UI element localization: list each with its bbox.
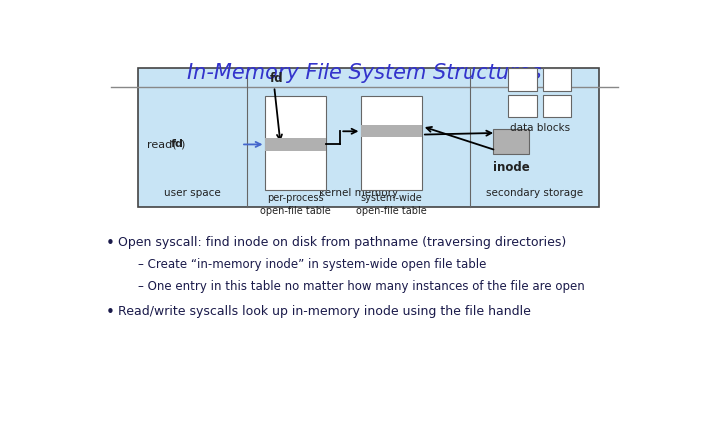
- Bar: [139, 68, 599, 206]
- Bar: [542, 68, 571, 91]
- Bar: [542, 95, 571, 117]
- Text: user space: user space: [164, 188, 221, 198]
- Text: secondary storage: secondary storage: [486, 188, 583, 198]
- Text: per-process
open-file table: per-process open-file table: [260, 193, 331, 216]
- Text: fd: fd: [269, 72, 284, 85]
- Text: read(: read(: [146, 140, 176, 149]
- Text: system-wide
open-file table: system-wide open-file table: [356, 193, 427, 216]
- Bar: [361, 125, 422, 137]
- Text: – One entry in this table no matter how many instances of the file are open: – One entry in this table no matter how …: [139, 280, 585, 293]
- Bar: [361, 96, 422, 190]
- Text: ): ): [181, 140, 185, 149]
- Text: data blocks: data blocks: [510, 123, 570, 133]
- Bar: [265, 138, 326, 150]
- Text: Open syscall: find inode on disk from pathname (traversing directories): Open syscall: find inode on disk from pa…: [117, 236, 566, 249]
- Text: – Create “in-memory inode” in system-wide open file table: – Create “in-memory inode” in system-wid…: [139, 258, 487, 271]
- Bar: [508, 95, 537, 117]
- Text: •: •: [105, 236, 114, 251]
- Bar: [493, 129, 528, 154]
- Bar: [265, 96, 326, 190]
- Text: fd: fd: [171, 140, 183, 149]
- Text: •: •: [105, 305, 114, 320]
- Text: inode: inode: [493, 162, 530, 175]
- Text: kernel memory: kernel memory: [319, 188, 397, 198]
- Text: Read/write syscalls look up in-memory inode using the file handle: Read/write syscalls look up in-memory in…: [117, 305, 530, 318]
- Bar: [508, 68, 537, 91]
- Text: In-Memory File System Structures: In-Memory File System Structures: [187, 64, 542, 83]
